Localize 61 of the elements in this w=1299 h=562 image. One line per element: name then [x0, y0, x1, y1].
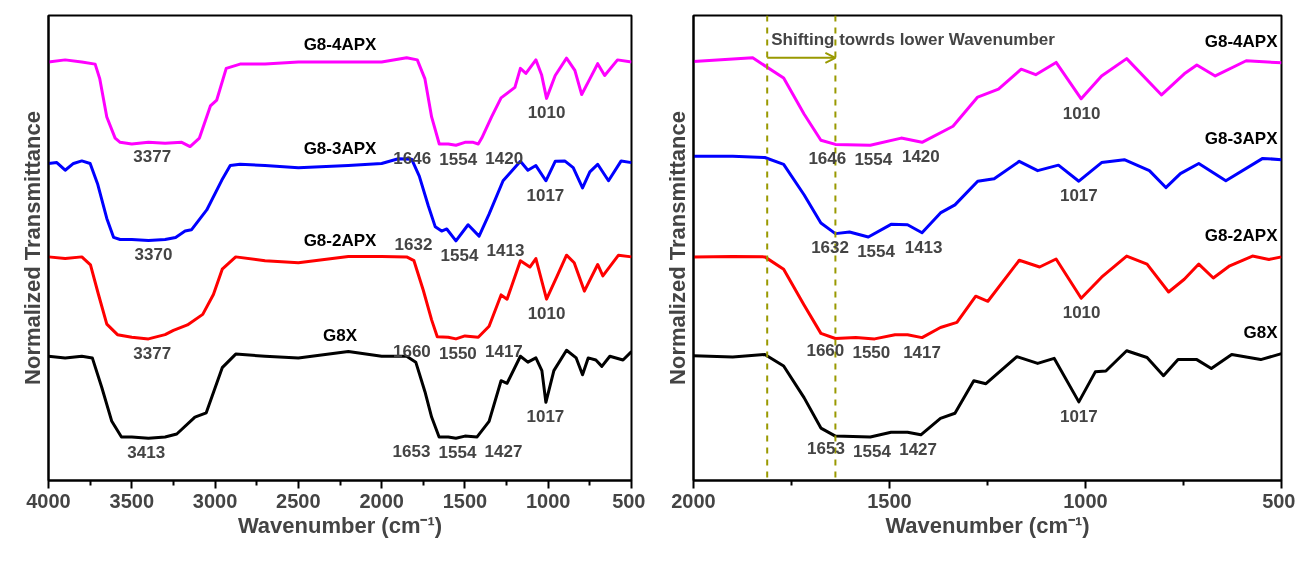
annotation: 1417 — [484, 342, 523, 362]
x-tick-label: 3000 — [192, 489, 238, 512]
annotation: 1427 — [899, 439, 938, 459]
annotation: 1660 — [806, 340, 845, 360]
series-label: G8-4APX — [303, 35, 378, 54]
annotation: 1413 — [904, 237, 943, 257]
annotation: 1632 — [811, 238, 849, 258]
annotation: 1653 — [392, 441, 431, 461]
annotation: 1017 — [526, 185, 565, 205]
annotation: 1417 — [903, 342, 941, 362]
series-label: G8X — [1243, 322, 1279, 342]
x-tick-label: 500 — [612, 489, 646, 512]
x-tick-label: 1000 — [525, 489, 571, 512]
annotation: 1550 — [438, 343, 477, 363]
annotation: 1554 — [857, 242, 896, 262]
annotation: 1010 — [527, 103, 566, 123]
x-tick-label: 1500 — [442, 489, 488, 512]
annotation: 1660 — [392, 341, 431, 361]
x-axis-title: Wavenumber (cm⁻¹) — [237, 512, 443, 538]
annotation: 1646 — [808, 149, 847, 169]
annotation: 1550 — [852, 343, 891, 363]
annotation: 1010 — [1062, 103, 1101, 123]
text: Shifting towrds lower Wavenumber — [771, 29, 1056, 49]
annotation: 1554 — [438, 443, 477, 463]
series-label: G8-2APX — [1204, 225, 1279, 245]
annotation: 1554 — [853, 441, 892, 461]
annotation: 1420 — [901, 147, 940, 167]
annotation: 1420 — [485, 149, 524, 169]
x-tick-label: 1500 — [867, 489, 912, 512]
series-label: G8-4APX — [1204, 31, 1279, 51]
annotation: 3377 — [133, 343, 172, 363]
series-label: G8X — [322, 325, 358, 345]
annotation: 3413 — [127, 443, 166, 463]
x-tick-label: 2000 — [359, 489, 404, 512]
annotation: 3377 — [133, 147, 172, 167]
annotation: 1554 — [440, 245, 479, 265]
x-tick-label: 1000 — [1063, 489, 1108, 512]
y-axis-title: Normalized Transmittance — [664, 111, 690, 385]
x-tick-label: 2000 — [671, 489, 716, 512]
annotation: 1413 — [486, 241, 525, 261]
x-tick-label: 4000 — [26, 489, 71, 512]
annotation: 1017 — [526, 407, 565, 427]
annotation: 1554 — [854, 150, 893, 170]
annotation: 1427 — [484, 441, 523, 461]
annotation: 1010 — [527, 304, 566, 324]
annotation: 1017 — [1059, 406, 1098, 426]
series-label: G8-2APX — [303, 230, 378, 250]
y-axis-title: Normalized Transmittance — [19, 111, 45, 385]
series-label: G8-3APX — [1204, 128, 1279, 148]
annotation: 3370 — [134, 245, 173, 265]
annotation: 1017 — [1059, 186, 1098, 206]
x-tick-label: 3500 — [109, 489, 155, 512]
x-axis-title: Wavenumber (cm⁻¹) — [885, 512, 1090, 538]
annotation: 1653 — [807, 439, 845, 458]
annotation: 1554 — [439, 150, 478, 170]
annotation: 1632 — [394, 235, 433, 255]
annotation: 1646 — [393, 149, 432, 169]
annotation: 1010 — [1062, 303, 1101, 323]
x-tick-label: 2500 — [276, 489, 321, 512]
series-label: G8-3APX — [303, 138, 378, 158]
x-tick-label: 500 — [1262, 489, 1296, 512]
